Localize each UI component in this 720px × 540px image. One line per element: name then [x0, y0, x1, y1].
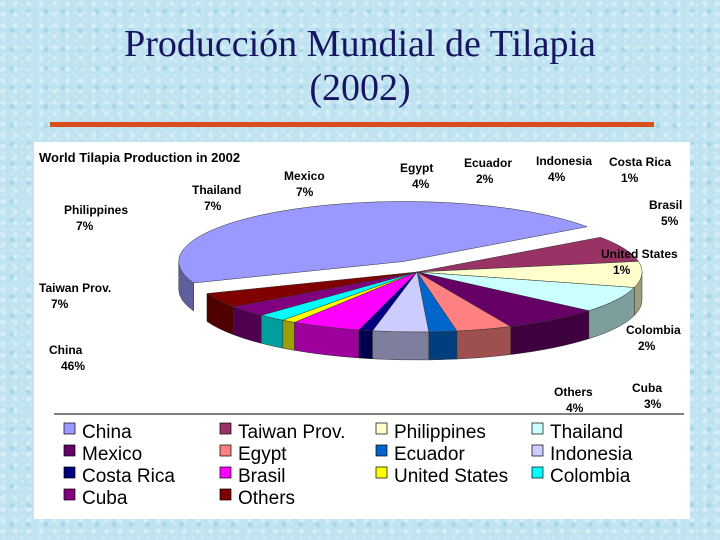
- legend-swatch-united-states: [375, 466, 388, 479]
- legend-label-egypt: Egypt: [238, 444, 287, 465]
- pie-label-brasil: Brasil: [649, 198, 682, 212]
- legend-label-thailand: Thailand: [550, 422, 623, 443]
- pie-value-philippines: 7%: [76, 219, 94, 233]
- legend-swatch-egypt: [219, 444, 232, 457]
- legend-swatch-taiwan-prov: [219, 422, 232, 435]
- pie-label-china: China: [49, 343, 83, 357]
- pie-value-united-states: 1%: [613, 263, 631, 277]
- chart-title: World Tilapia Production in 2002: [39, 150, 240, 165]
- pie-label-colombia: Colombia: [626, 323, 681, 337]
- legend-label-mexico: Mexico: [82, 444, 142, 465]
- pie-value-cuba: 3%: [644, 397, 662, 411]
- pie-value-thailand: 7%: [204, 199, 222, 213]
- chart-legend: China Taiwan Prov. Philippines Thailand Mexi…: [63, 422, 633, 509]
- pie-label-costa-rica: Costa Rica: [609, 155, 671, 169]
- legend-label-china: China: [82, 422, 132, 443]
- pie-value-others: 4%: [566, 401, 584, 415]
- pie-tops: [178, 201, 643, 333]
- pie-slice-others: [206, 271, 418, 308]
- legend-swatch-indonesia: [531, 444, 544, 457]
- pie-label-others: Others: [554, 385, 593, 399]
- legend-label-united-states: United States: [394, 466, 508, 487]
- legend-swatch-brasil: [219, 466, 232, 479]
- pie-slice-china: [178, 201, 589, 284]
- pie-wall-egypt: [456, 326, 511, 360]
- legend-swatch-thailand: [531, 422, 544, 435]
- legend-swatch-colombia: [531, 466, 544, 479]
- pie-value-mexico: 7%: [296, 185, 314, 199]
- pie-wall-costa-rica: [358, 329, 373, 360]
- pie-label-ecuador: Ecuador: [464, 156, 512, 170]
- legend-label-philippines: Philippines: [394, 422, 486, 443]
- legend-swatch-others: [219, 488, 232, 501]
- pie-label-egypt: Egypt: [400, 161, 433, 175]
- legend-swatch-ecuador: [375, 444, 388, 457]
- pie-value-taiwan-prov: 7%: [51, 297, 69, 311]
- pie-wall-united-states: [282, 319, 295, 351]
- pie-label-cuba: Cuba: [632, 381, 662, 395]
- legend-label-indonesia: Indonesia: [550, 444, 633, 465]
- legend-label-costa-rica: Costa Rica: [82, 466, 175, 487]
- chart-panel: World Tilapia Production in 2002 China 46…: [34, 142, 690, 519]
- title-divider: [50, 122, 654, 127]
- pie-label-mexico: Mexico: [284, 169, 325, 183]
- slide-title: Producción Mundial de Tilapia (2002): [0, 22, 720, 110]
- legend-label-cuba: Cuba: [82, 488, 128, 509]
- pie-label-indonesia: Indonesia: [536, 154, 592, 168]
- legend-label-brasil: Brasil: [238, 466, 286, 487]
- pie-wall-colombia: [261, 314, 284, 349]
- legend-label-others: Others: [238, 488, 295, 509]
- legend-swatch-philippines: [375, 422, 388, 435]
- legend-swatch-china: [63, 422, 76, 435]
- legend-label-colombia: Colombia: [550, 466, 631, 487]
- legend-swatch-cuba: [63, 488, 76, 501]
- pie-wall-indonesia: [372, 330, 430, 361]
- pie-value-colombia: 2%: [638, 339, 656, 353]
- slide-title-line1: Producción Mundial de Tilapia: [124, 23, 596, 65]
- legend-swatch-costa-rica: [63, 466, 76, 479]
- slide-title-line2: (2002): [309, 67, 411, 109]
- pie-label-philippines: Philippines: [64, 203, 128, 217]
- pie-walls: [178, 261, 643, 361]
- legend-swatch-mexico: [63, 444, 76, 457]
- pie-wall-ecuador: [428, 330, 458, 361]
- legend-label-ecuador: Ecuador: [394, 444, 465, 465]
- pie-label-thailand: Thailand: [192, 183, 241, 197]
- tilapia-pie-chart: World Tilapia Production in 2002 China 46…: [39, 150, 684, 509]
- legend-label-taiwan-prov: Taiwan Prov.: [238, 422, 345, 443]
- pie-value-costa-rica: 1%: [621, 171, 639, 185]
- pie-label-united-states: United States: [601, 247, 678, 261]
- pie-value-china: 46%: [61, 359, 85, 373]
- pie-value-ecuador: 2%: [476, 172, 494, 186]
- pie-label-taiwan-prov: Taiwan Prov.: [39, 281, 111, 295]
- pie-value-brasil: 5%: [661, 214, 679, 228]
- pie-value-indonesia: 4%: [548, 170, 566, 184]
- pie-value-egypt: 4%: [412, 177, 430, 191]
- pie-labels: China 46% Taiwan Prov. 7% Philippines 7% Thail…: [39, 154, 682, 415]
